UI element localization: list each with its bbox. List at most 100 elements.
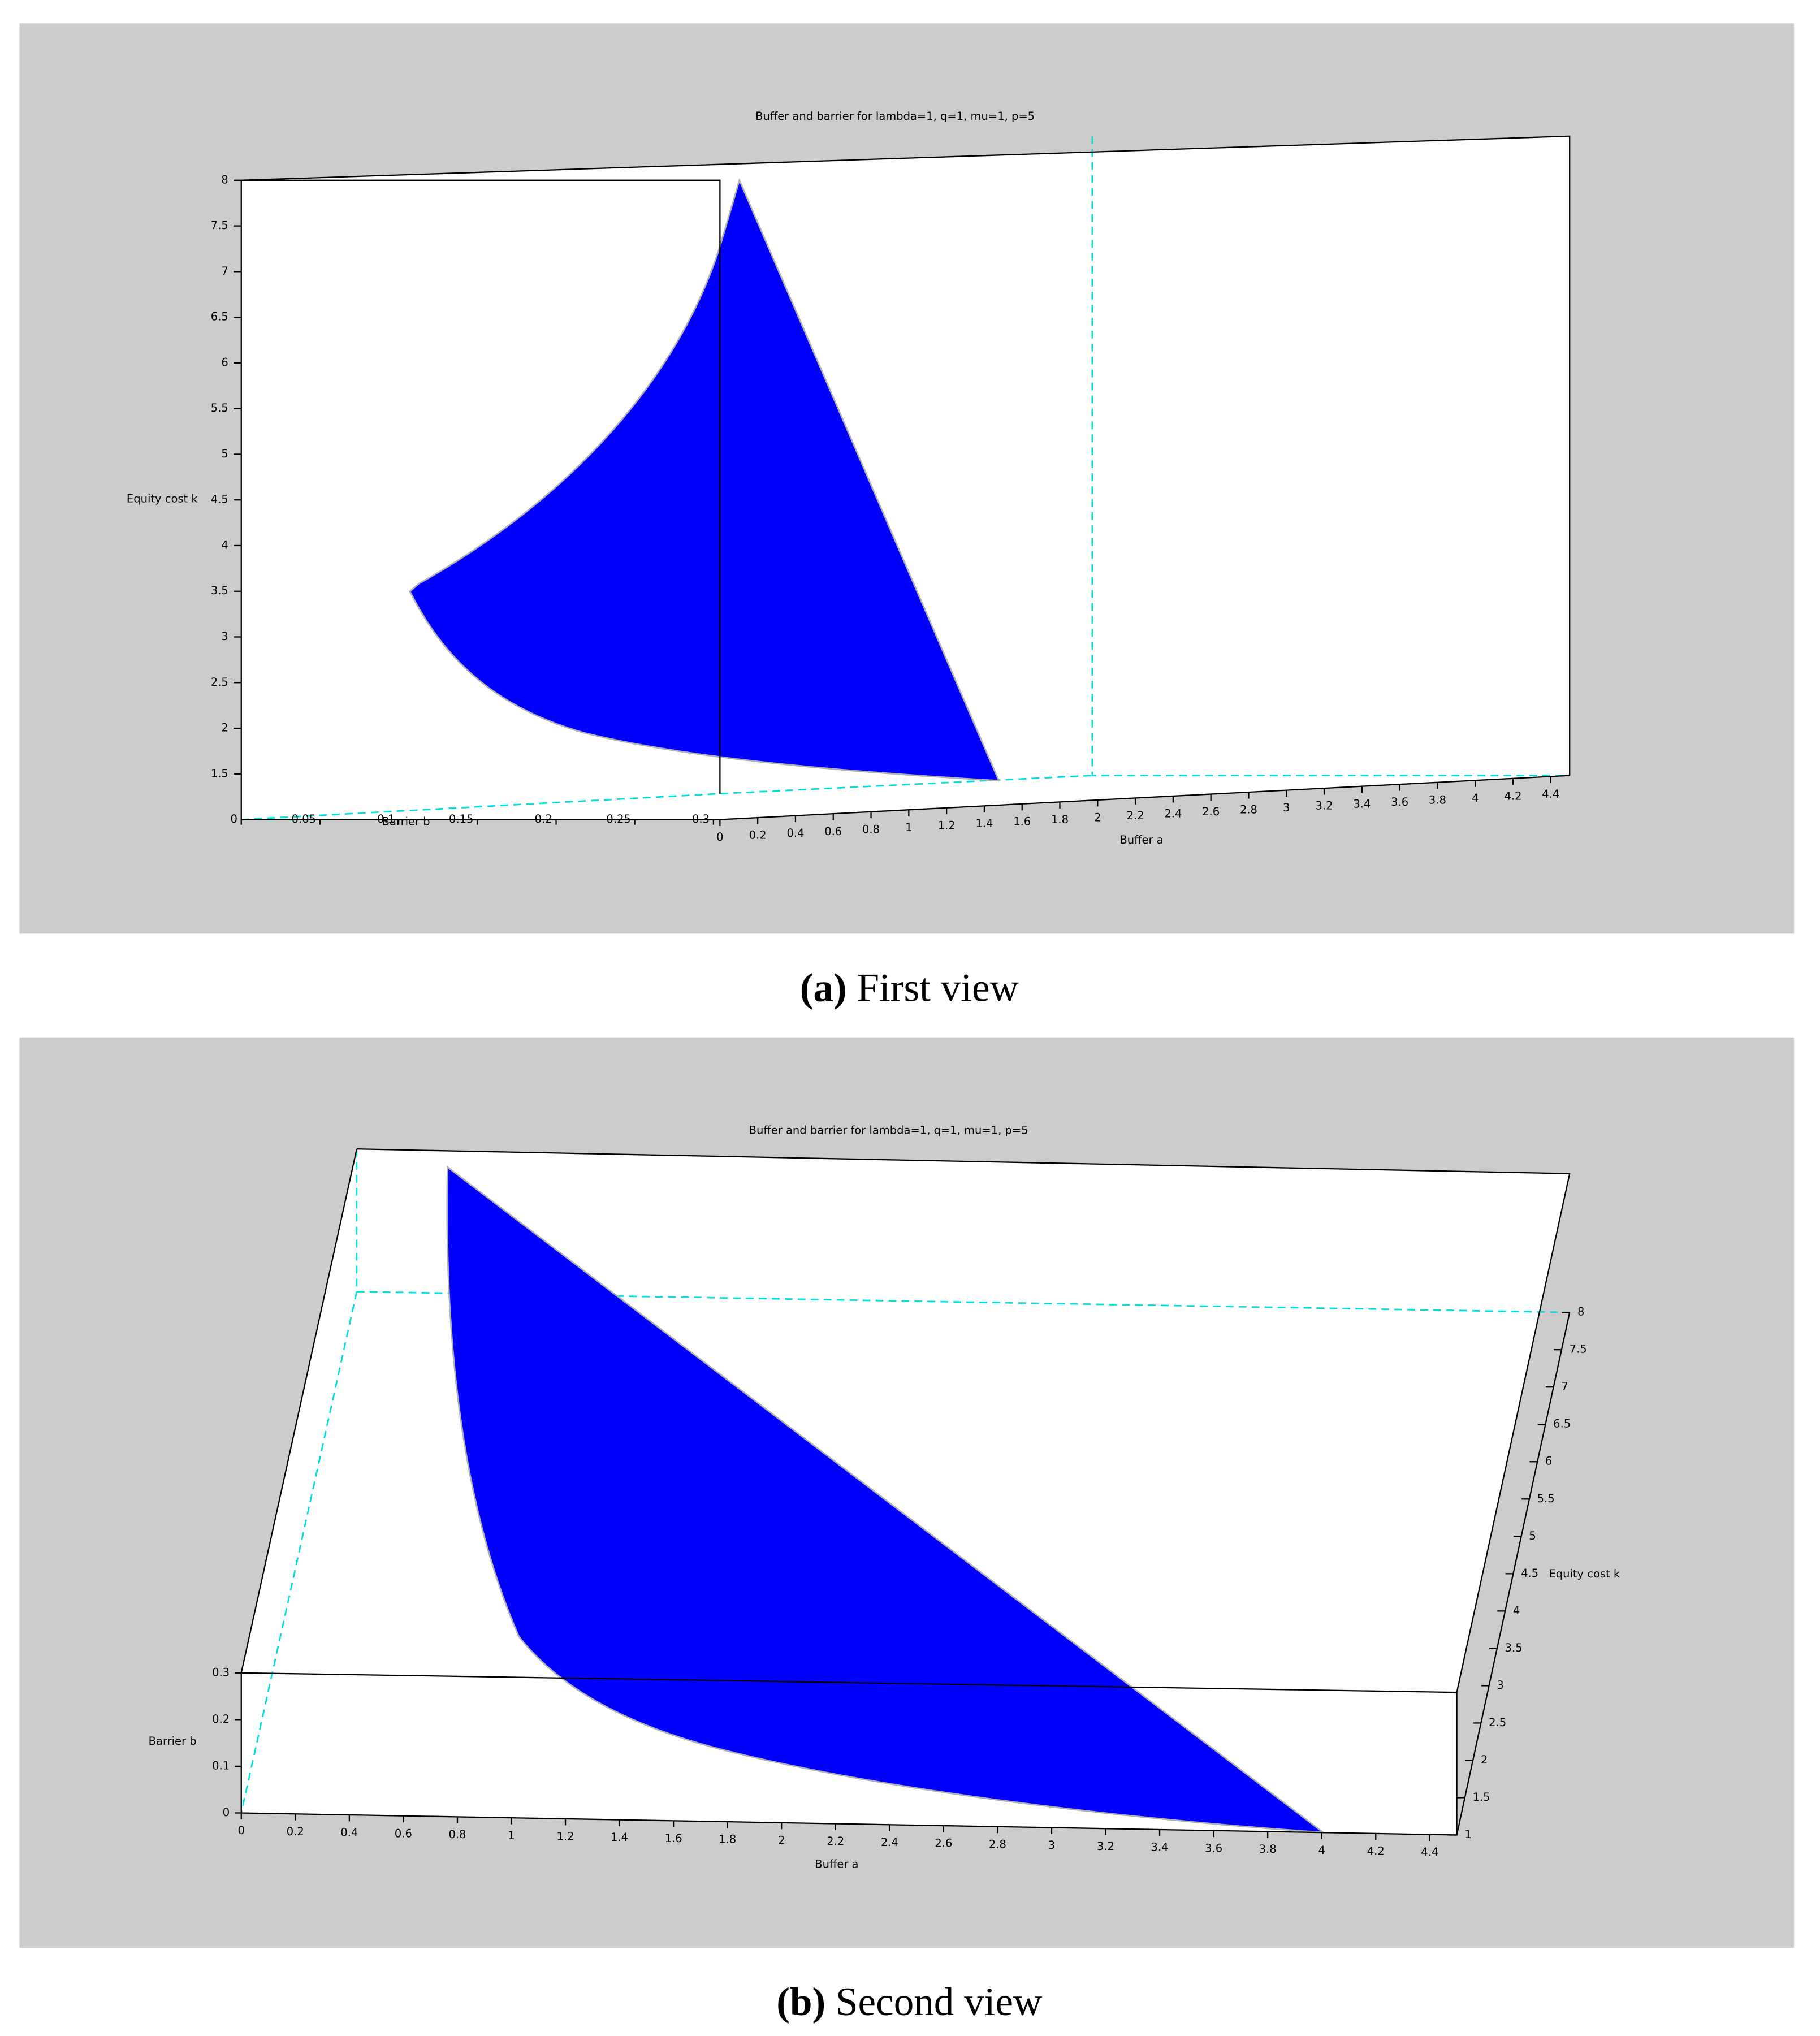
z-tick-label: 7	[1561, 1380, 1568, 1393]
x-tick-label: 3.2	[1316, 799, 1333, 812]
z-tick-label: 4	[1513, 1604, 1520, 1617]
chart-title: Buffer and barrier for lambda=1, q=1, mu…	[749, 1124, 1028, 1137]
x-tick-label: 4.4	[1421, 1845, 1438, 1858]
caption-label: (b)	[776, 1981, 825, 2025]
x-tick-label: 2.6	[935, 1837, 952, 1850]
z-tick-label: 3.5	[1505, 1641, 1523, 1654]
x-tick-label: 2	[1094, 811, 1101, 824]
x-tick-label: 3.8	[1259, 1843, 1277, 1856]
z-tick-label: 6	[221, 356, 228, 369]
panel-a: Buffer and barrier for lambda=1, q=1, mu…	[19, 23, 1795, 1010]
back-edge	[240, 1149, 1570, 1813]
z-tick-label: 5	[221, 447, 228, 460]
z-tick-label: 4.5	[1521, 1567, 1538, 1580]
z-tick-label: 1	[1464, 1828, 1471, 1841]
x-tick-label: 2.6	[1202, 805, 1220, 818]
z-tick-label: 2.5	[1489, 1716, 1506, 1729]
x-tick-label: 4	[1472, 792, 1479, 805]
x-tick-label: 3.4	[1151, 1841, 1169, 1854]
z-tick-label: 5.5	[1537, 1492, 1555, 1505]
z-tick-label: 2	[1481, 1753, 1488, 1766]
x-tick-label: 0.6	[395, 1827, 412, 1840]
x-tick-label: 2.8	[989, 1838, 1006, 1851]
x-tick-label: 3.2	[1097, 1840, 1114, 1853]
surface	[409, 178, 1000, 782]
panel-b: Buffer and barrier for lambda=1, q=1, mu…	[19, 1037, 1795, 2025]
z-tick-label: 7.5	[211, 219, 228, 232]
x-tick-label: 2.8	[1240, 803, 1257, 816]
z-tick-label: 4	[221, 538, 228, 551]
back-edge	[241, 136, 1570, 820]
x-tick-label: 3	[1283, 801, 1290, 814]
x-tick-label: 1.4	[611, 1831, 628, 1844]
x-tick-label: 0.4	[340, 1826, 358, 1839]
y-tick-label: 0	[223, 1806, 230, 1819]
x-tick-label: 1.8	[719, 1833, 736, 1846]
y-axis-label: Barrier b	[382, 815, 430, 828]
x-axis-label: Buffer a	[1119, 833, 1163, 846]
x-tick-label: 2	[778, 1834, 785, 1847]
x-tick-label: 1	[905, 821, 912, 834]
x-tick-label: 0	[238, 1824, 245, 1837]
y-tick-label: 0	[230, 812, 237, 825]
z-tick-label: 1.5	[211, 767, 228, 780]
z-tick-label: 3	[221, 630, 228, 643]
x-tick-label: 0.2	[749, 829, 767, 842]
z-tick-label: 6	[1545, 1455, 1552, 1468]
z-tick-label: 7	[221, 265, 228, 278]
caption: (b) Second view	[776, 1981, 1043, 2025]
x-tick-label: 4.2	[1504, 789, 1521, 802]
z-tick-label: 6.5	[1553, 1417, 1571, 1430]
x-tick-label: 1	[508, 1829, 515, 1842]
z-tick-label: 4.5	[211, 493, 228, 506]
y-tick-label: 0.1	[212, 1759, 230, 1772]
x-tick-label: 4	[1318, 1844, 1325, 1857]
x-tick-label: 1.6	[1013, 815, 1031, 828]
z-tick-label: 6.5	[211, 310, 228, 323]
caption: (a) First view	[800, 966, 1019, 1010]
x-tick-label: 0.8	[862, 823, 880, 836]
caption-label: (a)	[800, 966, 847, 1010]
z-tick-label: 3.5	[211, 584, 228, 597]
y-tick-label: 0.2	[212, 1713, 230, 1726]
x-tick-label: 2.2	[1127, 809, 1144, 822]
x-tick-label: 1.2	[557, 1830, 574, 1843]
x-tick-label: 0.4	[786, 827, 804, 840]
x-tick-label: 1.6	[665, 1832, 682, 1845]
y-tick-label: 0.15	[449, 812, 473, 825]
z-tick-label: 2	[221, 721, 228, 734]
x-tick-label: 2.4	[881, 1836, 898, 1849]
x-tick-label: 1.2	[938, 819, 956, 832]
z-axis-label: Equity cost k	[1549, 1567, 1620, 1580]
z-tick-label: 2.5	[211, 676, 228, 689]
surface	[446, 1165, 1326, 1834]
z-tick-label: 1.5	[1473, 1791, 1490, 1804]
caption-text: First view	[857, 966, 1019, 1010]
z-tick-label: 5	[1529, 1529, 1536, 1542]
x-tick-label: 3.8	[1429, 793, 1446, 806]
x-tick-label: 0.8	[448, 1828, 466, 1841]
z-tick-label: 5.5	[211, 401, 228, 414]
x-tick-label: 3.4	[1353, 797, 1371, 810]
y-tick-label: 0.1	[377, 812, 395, 825]
z-tick-label: 8	[221, 173, 228, 186]
x-tick-label: 2.2	[827, 1835, 844, 1848]
x-tick-label: 3	[1048, 1839, 1055, 1852]
x-tick-label: 4.4	[1542, 788, 1559, 801]
x-tick-label: 4.2	[1367, 1845, 1385, 1858]
chart-title: Buffer and barrier for lambda=1, q=1, mu…	[755, 110, 1035, 123]
x-tick-label: 1.8	[1051, 813, 1069, 826]
z-tick-label: 7.5	[1570, 1343, 1587, 1356]
x-tick-label: 0	[716, 831, 723, 844]
z-tick-label: 8	[1577, 1306, 1584, 1319]
z-tick-label: 3	[1497, 1679, 1503, 1692]
y-tick-label: 0.25	[606, 812, 630, 825]
y-tick-label: 0.3	[692, 812, 710, 825]
y-tick-label: 0.3	[212, 1666, 230, 1679]
x-tick-label: 3.6	[1391, 796, 1408, 809]
x-tick-label: 2.4	[1164, 807, 1182, 820]
caption-text: Second view	[836, 1981, 1043, 2025]
x-tick-label: 3.6	[1205, 1842, 1222, 1855]
y-tick-label: 0.05	[292, 812, 316, 825]
